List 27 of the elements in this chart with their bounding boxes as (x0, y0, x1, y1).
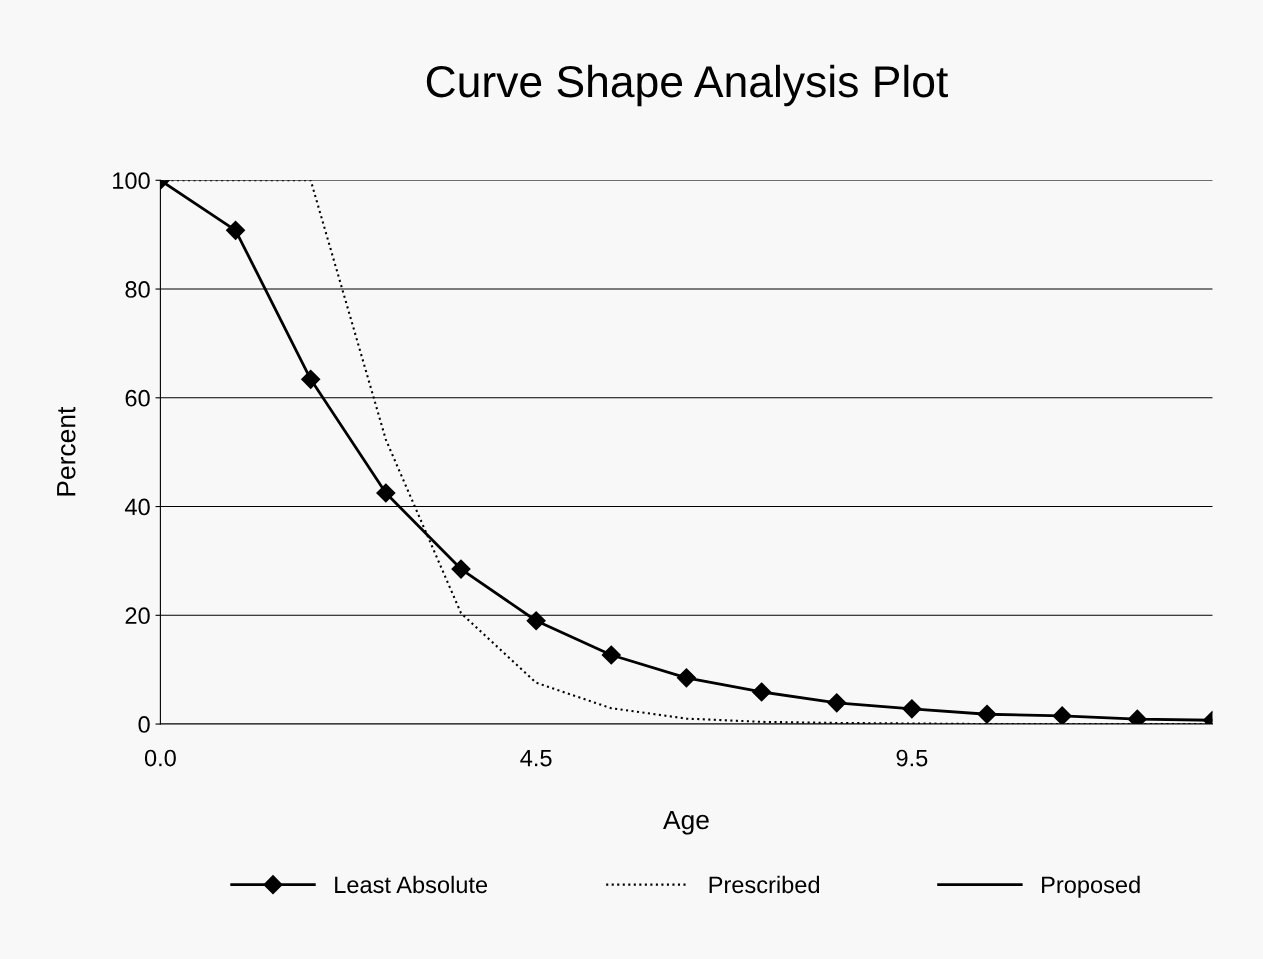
point (1052, 706, 1072, 725)
point (827, 693, 847, 713)
y-axis-title: Percent (57, 406, 76, 496)
point (902, 699, 922, 719)
point (376, 483, 396, 503)
point (226, 220, 246, 240)
x-axis-title: Age (663, 810, 709, 835)
x-tick-label: 0.0 (144, 749, 176, 767)
point (676, 668, 696, 688)
point (752, 682, 772, 702)
y-tick-label: 80 (125, 281, 150, 298)
legend-label: Least Absolute (335, 875, 488, 894)
y-tick-label: 40 (124, 498, 150, 516)
point (977, 704, 997, 724)
x-tick-label: 4.5 (520, 749, 552, 767)
x-tick-label: 9.5 (896, 749, 928, 767)
y-tick-label: 0 (138, 716, 150, 733)
point (526, 611, 546, 631)
legend-label: Prescribed (709, 875, 820, 894)
y-tick-label: 60 (125, 389, 150, 407)
point (301, 369, 321, 389)
point (601, 645, 621, 665)
y-tick-label: 20 (125, 607, 150, 625)
legend-label: Proposed (1042, 875, 1140, 898)
chart-title: Curve Shape Analysis Plot (426, 64, 948, 107)
point (451, 559, 471, 579)
y-tick-label: 100 (113, 172, 150, 190)
